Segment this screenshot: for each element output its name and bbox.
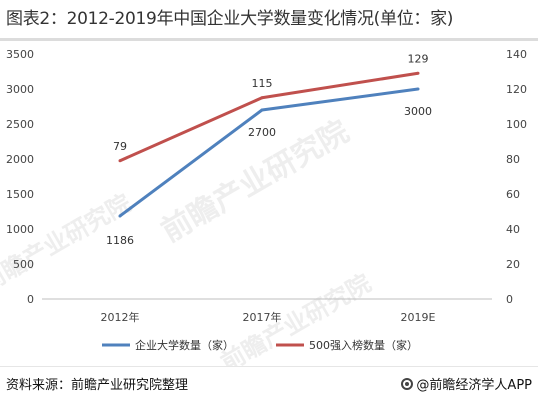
brand-credit: @前瞻经济学人APP bbox=[401, 374, 532, 393]
chart-title: 图表2：2012-2019年中国企业大学数量变化情况(单位：家) bbox=[6, 9, 454, 29]
data-point bbox=[416, 87, 420, 91]
legend-label: 企业大学数量（家） bbox=[135, 338, 234, 352]
data-label: 115 bbox=[252, 77, 273, 90]
x-tick-label: 2017年 bbox=[243, 310, 282, 324]
y-right-tick-label: 40 bbox=[506, 223, 520, 236]
data-point bbox=[118, 214, 122, 218]
data-point bbox=[260, 108, 264, 112]
y-right-tick-label: 0 bbox=[506, 293, 513, 306]
data-label: 79 bbox=[113, 140, 127, 153]
brand-label: @前瞻经济学人APP bbox=[416, 378, 532, 393]
y-left-tick-label: 500 bbox=[13, 258, 34, 271]
y-left-tick-label: 3000 bbox=[6, 83, 34, 96]
footer-divider bbox=[0, 366, 538, 367]
y-left-tick-label: 0 bbox=[27, 293, 34, 306]
y-left-tick-label: 1000 bbox=[6, 223, 34, 236]
brand-logo-icon bbox=[401, 377, 414, 390]
y-right-tick-label: 140 bbox=[506, 48, 527, 61]
x-tick-label: 2019E bbox=[401, 311, 436, 324]
data-label: 129 bbox=[408, 52, 429, 65]
x-tick-label: 2012年 bbox=[101, 310, 140, 324]
data-label: 3000 bbox=[404, 105, 432, 118]
y-right-tick-label: 20 bbox=[506, 258, 520, 271]
y-right-tick-label: 80 bbox=[506, 153, 520, 166]
data-point bbox=[260, 96, 264, 100]
data-label: 2700 bbox=[248, 126, 276, 139]
line-chart: 前瞻产业研究院前瞻产业研究院前瞻产业研究院0500100015002000250… bbox=[0, 48, 527, 366]
y-right-tick-label: 60 bbox=[506, 188, 520, 201]
source-note: 资料来源：前瞻产业研究院整理 bbox=[6, 378, 189, 393]
data-point bbox=[118, 159, 122, 163]
y-left-tick-label: 3500 bbox=[6, 48, 34, 61]
title-divider bbox=[0, 38, 538, 41]
y-right-tick-label: 120 bbox=[506, 83, 527, 96]
y-left-tick-label: 2000 bbox=[6, 153, 34, 166]
y-right-tick-label: 100 bbox=[506, 118, 527, 131]
data-point bbox=[416, 71, 420, 75]
y-left-tick-label: 2500 bbox=[6, 118, 34, 131]
y-left-tick-label: 1500 bbox=[6, 188, 34, 201]
series-line bbox=[119, 87, 419, 218]
data-label: 1186 bbox=[106, 234, 134, 247]
legend-label: 500强入榜数量（家） bbox=[309, 338, 418, 352]
